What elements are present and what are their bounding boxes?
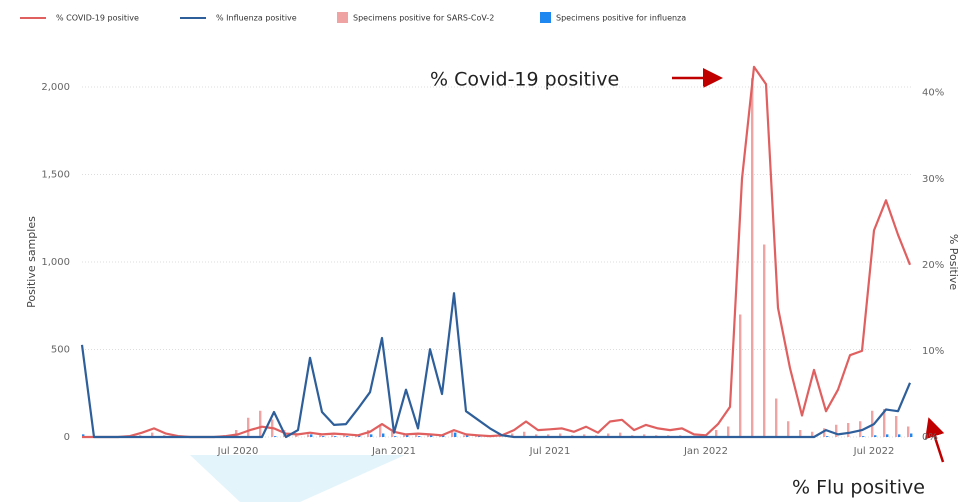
- bar: [247, 417, 250, 437]
- bar: [406, 434, 409, 437]
- line: [82, 65, 912, 439]
- bar: [523, 431, 526, 437]
- bar: [358, 435, 361, 437]
- legend-marker: [540, 12, 551, 23]
- bar: [394, 436, 397, 437]
- bar: [466, 435, 469, 437]
- annotation-arrow: [925, 417, 945, 463]
- bar: [451, 431, 454, 437]
- bar: [331, 435, 334, 437]
- bar: [463, 435, 466, 437]
- bar: [475, 436, 478, 437]
- y2-tick-label: 0%: [922, 432, 938, 443]
- bar: [886, 434, 889, 437]
- bar: [379, 424, 382, 437]
- annotation: % Covid-19 positive: [430, 69, 619, 91]
- annotation: % Flu positive: [792, 477, 925, 499]
- y-tick-label: 2,000: [41, 82, 70, 93]
- decor-shape: [190, 455, 405, 502]
- bar: [274, 436, 277, 437]
- bar: [907, 426, 910, 437]
- bar: [310, 434, 313, 437]
- legend-marker: [337, 12, 348, 23]
- bar: [874, 435, 877, 437]
- bar: [826, 436, 829, 437]
- y-axis-title: Positive samples: [25, 216, 38, 308]
- bar: [511, 433, 514, 437]
- bar: [415, 433, 418, 437]
- y-tick-label: 1,500: [41, 170, 70, 181]
- x-tick-label: Jul 2022: [853, 446, 895, 457]
- bar: [883, 409, 886, 437]
- bar: [334, 436, 337, 437]
- bar: [583, 434, 586, 437]
- y2-tick-label: 20%: [922, 260, 944, 271]
- bar: [727, 426, 730, 437]
- bar: [799, 430, 802, 437]
- bar: [391, 431, 394, 437]
- y2-tick-label: 30%: [922, 174, 944, 185]
- bar: [811, 431, 814, 437]
- bar: [382, 433, 385, 437]
- bar: [235, 430, 238, 437]
- bar: [547, 434, 550, 437]
- x-tick-label: Jan 2021: [371, 446, 416, 457]
- line: [80, 292, 912, 439]
- bar: [859, 421, 862, 437]
- bar: [346, 436, 349, 437]
- bar: [454, 432, 457, 437]
- bar: [607, 433, 610, 437]
- bar: [643, 434, 646, 437]
- bar: [322, 436, 325, 437]
- bar: [370, 434, 373, 437]
- y-tick-label: 0: [64, 432, 70, 443]
- legend-label: Specimens positive for SARS-CoV-2: [353, 14, 494, 23]
- bar: [895, 416, 898, 437]
- bar: [499, 436, 502, 437]
- bar: [343, 435, 346, 437]
- bar: [307, 434, 310, 437]
- bar: [823, 428, 826, 437]
- bar: [367, 430, 370, 437]
- bar: [910, 433, 913, 437]
- bar: [847, 423, 850, 437]
- bar: [739, 314, 742, 437]
- legend-label: Specimens positive for influenza: [556, 14, 686, 23]
- bar: [418, 436, 421, 437]
- bar: [898, 434, 901, 437]
- bar: [535, 434, 538, 437]
- bar: [763, 244, 766, 437]
- x-tick-label: Jan 2022: [683, 446, 728, 457]
- bar: [478, 436, 481, 437]
- legend-label: % Influenza positive: [216, 14, 297, 23]
- bar: [619, 432, 622, 437]
- bar: [862, 436, 865, 437]
- bar: [427, 435, 430, 437]
- bar: [787, 421, 790, 437]
- bar: [715, 430, 718, 437]
- bar: [82, 434, 85, 437]
- legend-label: % COVID-19 positive: [56, 14, 139, 23]
- y-tick-label: 1,000: [41, 257, 70, 268]
- bar: [835, 424, 838, 437]
- bar: [403, 434, 406, 437]
- x-tick-label: Jul 2020: [217, 446, 259, 457]
- y-tick-label: 500: [51, 345, 70, 356]
- bar: [151, 432, 154, 437]
- y2-axis-title: % Positive: [947, 234, 960, 291]
- bar: [319, 435, 322, 437]
- bar: [751, 78, 754, 437]
- bar: [775, 398, 778, 437]
- bar: [259, 410, 262, 437]
- y2-tick-label: 40%: [922, 88, 944, 99]
- bar: [559, 433, 562, 437]
- x-tick-label: Jul 2021: [529, 446, 571, 457]
- y2-tick-label: 10%: [922, 346, 944, 357]
